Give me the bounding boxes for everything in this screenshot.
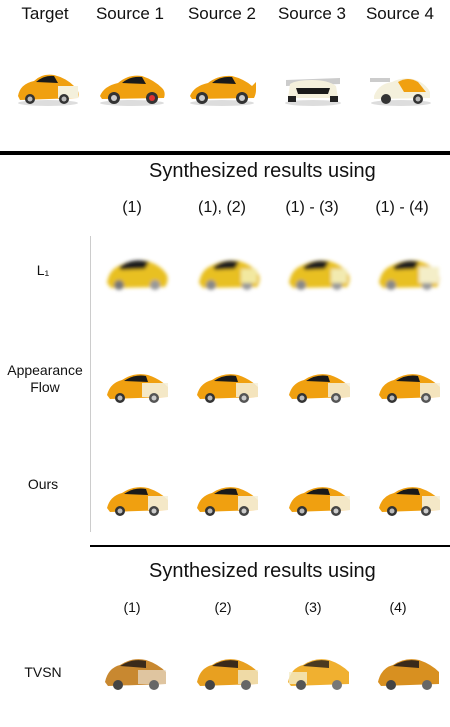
- row-label-line: Flow: [30, 379, 60, 395]
- car-image: [379, 374, 440, 403]
- section-1-left-border: [90, 236, 91, 532]
- section-divider-thick: [0, 151, 450, 155]
- column-label: (1): [123, 599, 141, 615]
- header-label-source-1: Source 1: [95, 4, 165, 23]
- car-image: [378, 659, 439, 690]
- header-label-source-4: Source 4: [365, 4, 435, 23]
- column-label: (1): [122, 199, 142, 216]
- car-image: [197, 487, 258, 516]
- section-1-title: Synthesized results using: [149, 160, 376, 182]
- car-image: [190, 75, 256, 106]
- column-label: (1), (2): [198, 199, 246, 216]
- column-label: (3): [304, 599, 322, 615]
- row-label-ours: Ours: [27, 476, 59, 492]
- blurred-car-image: [289, 260, 350, 290]
- car-image: [107, 487, 168, 516]
- header-label-source-2: Source 2: [187, 4, 257, 23]
- blurred-car-image: [107, 260, 168, 290]
- car-image: [285, 78, 341, 106]
- car-image: [289, 374, 350, 403]
- car-image: [18, 74, 79, 106]
- car-image: [105, 659, 166, 690]
- car-image: [379, 487, 440, 516]
- row-label-l1: L₁: [36, 262, 50, 278]
- car-image: [197, 659, 258, 690]
- car-image: [289, 487, 350, 516]
- row-label-line: Appearance: [7, 362, 83, 378]
- section-divider-thin: [90, 545, 450, 547]
- blurred-car-image: [199, 260, 260, 290]
- car-image: [288, 659, 349, 690]
- row-label-appearance-flow: Appearance Flow: [0, 362, 90, 396]
- car-image: [197, 374, 258, 403]
- row-label-tvsn: TVSN: [24, 664, 62, 680]
- column-label: (1) - (3): [285, 199, 339, 216]
- column-label: (4): [389, 599, 407, 615]
- car-image: [100, 75, 165, 106]
- car-image: [107, 374, 168, 403]
- header-label-target: Target: [21, 4, 69, 23]
- column-label: (2): [214, 599, 232, 615]
- section-2-title: Synthesized results using: [149, 560, 376, 582]
- header-label-source-3: Source 3: [277, 4, 347, 23]
- car-image: [370, 78, 431, 106]
- blurred-car-image: [379, 260, 440, 290]
- column-label: (1) - (4): [375, 199, 429, 216]
